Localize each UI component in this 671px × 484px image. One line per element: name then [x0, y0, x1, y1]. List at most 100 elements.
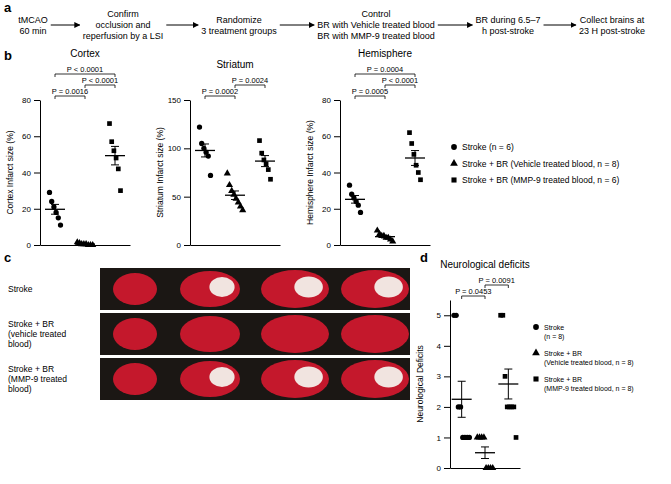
y-axis-title: Striatum Infarct size (%): [155, 127, 165, 218]
data-point: [239, 206, 246, 212]
data-point: [49, 199, 54, 204]
marks: [45, 121, 125, 247]
data-point: [416, 170, 421, 175]
legend-label: Stroke + BR (Vehicle treated blood, n = …: [544, 350, 634, 367]
marks: [195, 124, 275, 212]
mean-line: [375, 236, 395, 237]
chart-title: Hemisphere: [358, 48, 412, 59]
significance-bracket: [235, 85, 265, 88]
y-tick: 1: [437, 434, 450, 443]
error-bar-cap: [411, 150, 419, 151]
data-point: [112, 148, 117, 153]
y-tick-mark: [444, 346, 450, 347]
y-tick-mark: [444, 376, 450, 377]
photo-panel: StrokeStroke + BR(vehicle treatedblood)S…: [8, 268, 410, 400]
error-bar-cap: [261, 155, 269, 156]
data-point: [266, 167, 271, 172]
error-bar-cap: [51, 214, 59, 215]
y-tick: 20: [322, 205, 340, 214]
legend-marker: [532, 349, 540, 356]
y-tick: 150: [168, 96, 190, 105]
y-tick-label: 150: [168, 96, 182, 105]
y-tick: 80: [322, 96, 340, 105]
error-bar-cap: [381, 237, 389, 238]
y-tick-mark: [334, 136, 340, 137]
p-value: P = 0.0024: [232, 76, 268, 85]
flow-step-text: 3 treatment groups: [201, 26, 277, 36]
error-bar-cap: [411, 165, 419, 166]
flow-step-text: Randomize: [216, 15, 262, 25]
error-bar-cap: [351, 195, 359, 196]
p-value: P < 0.0001: [382, 76, 418, 85]
flow-step-text: Control: [361, 9, 390, 19]
significance-bracket: [462, 296, 485, 299]
infarct-area: [294, 277, 323, 298]
y-axis-line: [190, 101, 191, 246]
y-tick-label: 1: [437, 434, 442, 443]
data-point: [58, 222, 63, 227]
chart: 020406080Hemisphere Infarct size (%)P = …: [305, 48, 431, 250]
flow-step: Collect brains at23 H post-stroke: [579, 15, 645, 36]
brain-slice: [113, 363, 157, 395]
y-tick-mark: [34, 209, 40, 210]
y-tick: 0: [27, 241, 40, 250]
flow-step: tMCAO60 min: [18, 15, 48, 36]
y-tick-label: 20: [322, 205, 331, 214]
flow-step-text: BR with MMP-9 treated blood: [317, 31, 435, 41]
data-point: [409, 141, 414, 146]
y-axis-title: Neurological Deficits: [415, 345, 425, 422]
flow-step-text: reperfusion by a LSI: [83, 31, 164, 41]
legend-label: Stroke + BR (MMP-9 treated blood, n = 6): [462, 175, 619, 185]
y-tick-label: 0: [437, 464, 442, 473]
y-tick: 80: [22, 96, 40, 105]
y-tick: 60: [22, 132, 40, 141]
data-point: [500, 313, 505, 318]
data-point: [197, 124, 202, 129]
y-tick-label: 2: [437, 403, 442, 412]
legend-marker: [451, 144, 457, 150]
y-tick-mark: [34, 100, 40, 101]
error-bar-cap: [481, 446, 489, 447]
flow-arrow: [544, 25, 576, 26]
flow-step: ControlBR with Vehicle treated bloodBR w…: [317, 9, 435, 41]
y-axis-line: [340, 101, 341, 246]
data-point: [56, 215, 61, 220]
error-bar-cap: [481, 458, 489, 459]
data-point: [206, 153, 211, 158]
y-tick: 50: [172, 193, 190, 202]
error-bar-cap: [111, 146, 119, 147]
brain-slice: [180, 271, 240, 307]
flow-arrow: [51, 25, 80, 26]
photo-background: [100, 313, 410, 355]
y-tick-label: 20: [22, 205, 31, 214]
y-tick-mark: [444, 437, 450, 438]
flow-step-text: occlusion and: [95, 20, 150, 30]
data-point: [116, 167, 121, 172]
y-tick: 3: [437, 372, 450, 381]
y-tick: 60: [322, 132, 340, 141]
flow-step: Confirmocclusion andreperfusion by a LSI: [83, 9, 164, 41]
brain-slice: [261, 270, 329, 308]
panel-label: b: [4, 48, 12, 63]
error-bar: [265, 156, 266, 167]
error-bar-cap: [261, 166, 269, 167]
x-axis: [191, 245, 281, 246]
legend-marker: [533, 376, 538, 381]
legend: Stroke (n = 6)Stroke + BR (Vehicle treat…: [450, 142, 619, 185]
y-tick-mark: [334, 209, 340, 210]
marks: [451, 313, 518, 470]
flow-step-text: 60 min: [19, 26, 46, 36]
error-bar-cap: [201, 143, 209, 144]
y-tick-label: 80: [322, 96, 331, 105]
data-point: [480, 433, 487, 439]
p-value: P = 0.0004: [367, 65, 403, 74]
data-point: [118, 188, 123, 193]
data-point: [347, 183, 352, 188]
error-bar-cap: [231, 199, 239, 200]
error-bar-cap: [51, 204, 59, 205]
significance-bracket: [55, 96, 85, 99]
chart-title: Neurological deficits: [440, 259, 530, 270]
y-tick: 2: [437, 403, 450, 412]
y-tick-mark: [444, 315, 450, 316]
data-point: [407, 130, 412, 135]
